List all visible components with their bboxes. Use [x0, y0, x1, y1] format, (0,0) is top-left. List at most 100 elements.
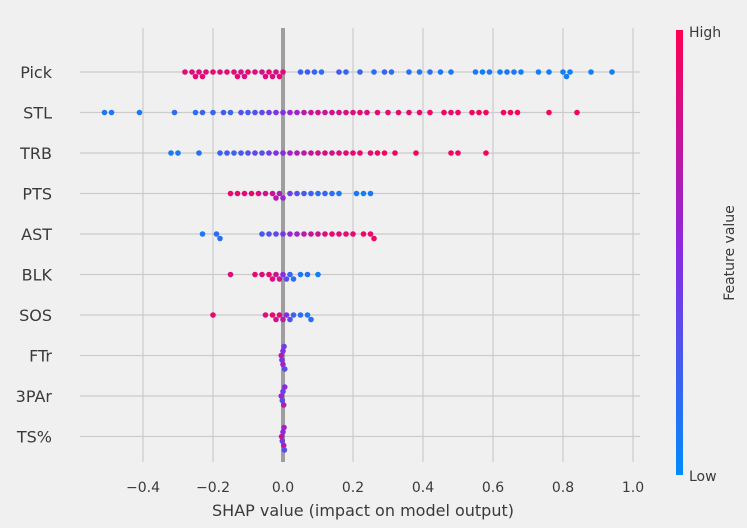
shap-point	[238, 69, 244, 75]
shap-point	[278, 433, 285, 440]
shap-point	[448, 109, 454, 116]
shap-point	[276, 190, 283, 197]
shap-point	[278, 393, 285, 399]
shap-point	[280, 316, 286, 323]
shap-point	[279, 438, 286, 444]
shap-point	[210, 109, 216, 116]
shap-point	[329, 109, 335, 116]
shap-point	[252, 271, 258, 278]
shap-point	[315, 231, 321, 237]
shap-point	[511, 69, 517, 75]
shap-point	[308, 231, 314, 237]
colorbar-title: Feature value	[722, 205, 738, 301]
shap-point	[364, 109, 370, 116]
shap-point	[507, 109, 514, 116]
shap-point	[301, 109, 307, 116]
feature-label: STL	[23, 104, 52, 123]
shap-point	[273, 69, 279, 75]
feature-label: AST	[21, 225, 52, 244]
shap-point	[262, 190, 269, 197]
shap-point	[280, 442, 287, 449]
shap-point	[238, 109, 244, 116]
shap-point	[276, 276, 283, 282]
shap-point	[273, 271, 279, 278]
shap-point	[371, 69, 377, 75]
shap-point	[252, 150, 258, 156]
shap-point	[280, 388, 286, 395]
shap-point	[385, 109, 391, 116]
x-tick-label: −0.2	[196, 480, 230, 496]
shap-point	[262, 312, 269, 318]
shap-point	[245, 69, 251, 75]
shap-point	[192, 109, 199, 116]
shap-point	[588, 69, 594, 75]
shap-point	[308, 316, 314, 323]
shap-point	[297, 312, 304, 318]
shap-point	[280, 429, 286, 435]
shap-point	[322, 150, 328, 156]
shap-point	[217, 235, 223, 242]
shap-point	[360, 190, 367, 197]
shap-point	[437, 69, 444, 75]
shap-point	[224, 150, 230, 156]
shap-point	[343, 109, 349, 116]
shap-point	[252, 109, 258, 116]
x-tick-label: 0.6	[482, 480, 504, 496]
shap-point	[259, 150, 265, 156]
shap-point	[304, 69, 311, 75]
shap-point	[294, 150, 300, 156]
shap-point	[546, 109, 552, 116]
shap-point	[336, 69, 342, 75]
shap-point	[224, 69, 230, 75]
shap-point	[315, 109, 321, 116]
shap-point	[609, 69, 615, 75]
shap-point	[483, 150, 489, 156]
shap-point	[416, 69, 423, 75]
feature-label: TRB	[19, 144, 52, 163]
shap-point	[427, 109, 433, 116]
shap-point	[281, 366, 288, 372]
shap-point	[248, 190, 255, 197]
shap-point	[406, 109, 412, 116]
shap-point	[441, 109, 447, 116]
shap-point	[406, 69, 412, 75]
shap-point	[574, 109, 580, 116]
shap-point	[266, 109, 272, 116]
x-axis-label: SHAP value (impact on model output)	[212, 501, 514, 520]
shap-point	[448, 150, 454, 156]
shap-point	[322, 190, 328, 197]
shap-point	[108, 109, 115, 116]
shap-point	[217, 150, 223, 156]
shap-point	[227, 190, 234, 197]
shap-point	[281, 447, 288, 453]
shap-point	[287, 190, 293, 197]
shap-point	[255, 190, 262, 197]
shap-point	[280, 361, 286, 368]
shap-point	[374, 109, 381, 116]
shap-point	[367, 190, 374, 197]
shap-point	[546, 69, 552, 75]
shap-point	[308, 150, 314, 156]
shap-point	[227, 109, 234, 116]
shap-point	[136, 109, 143, 116]
shap-point	[199, 231, 206, 237]
shap-point	[315, 190, 321, 197]
shap-point	[563, 73, 570, 80]
shap-point	[269, 190, 276, 197]
shap-point	[294, 190, 300, 197]
x-tick-label: 0.2	[342, 480, 364, 496]
shap-point	[350, 150, 356, 156]
shap-point	[266, 271, 272, 278]
shap-point	[560, 69, 566, 75]
shap-point	[392, 150, 398, 156]
shap-point	[192, 73, 199, 80]
shap-point	[287, 231, 293, 237]
shap-point	[279, 357, 285, 363]
shap-point	[280, 150, 286, 156]
shap-point	[203, 69, 209, 75]
shap-point	[329, 190, 335, 197]
shap-point	[262, 73, 269, 80]
shap-point	[416, 109, 423, 116]
shap-point	[220, 109, 227, 116]
shap-point	[281, 424, 287, 431]
